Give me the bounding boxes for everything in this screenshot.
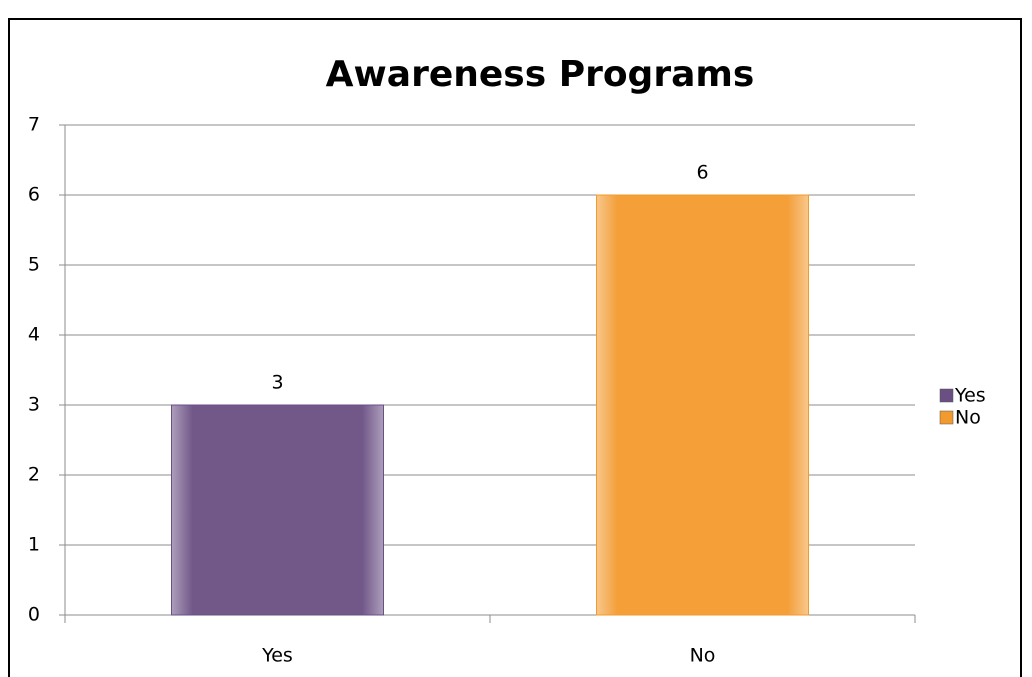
x-tick-label: No (690, 645, 716, 667)
y-tick-label: 4 (28, 324, 40, 346)
data-label: 6 (696, 162, 708, 184)
data-label: 3 (271, 372, 283, 394)
y-tick-label: 1 (28, 534, 40, 556)
bar (596, 194, 809, 616)
y-tick-label: 6 (28, 184, 40, 206)
chart-frame (8, 18, 1022, 677)
legend-swatch (939, 410, 954, 425)
y-tick-label: 0 (28, 604, 40, 626)
chart-title: Awareness Programs (326, 54, 755, 95)
y-tick-label: 2 (28, 464, 40, 486)
legend-swatch (939, 388, 954, 403)
legend-label: Yes (954, 385, 986, 407)
legend-label: No (955, 407, 981, 429)
x-tick-label: Yes (261, 645, 293, 667)
y-tick-label: 5 (28, 254, 40, 276)
bar (171, 404, 384, 616)
y-tick-label: 7 (28, 114, 40, 136)
y-tick-label: 3 (28, 394, 40, 416)
